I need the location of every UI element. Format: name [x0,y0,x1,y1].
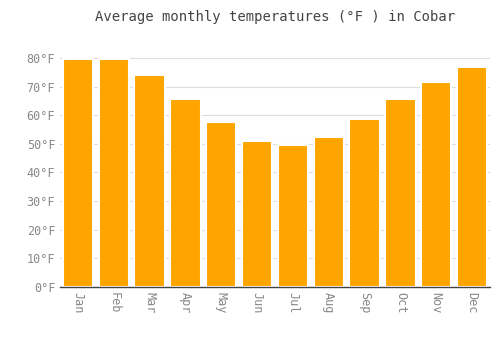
Bar [278,145,308,287]
Bar [242,141,272,287]
Bar [350,119,380,287]
Bar [170,99,200,287]
Title: Average monthly temperatures (°F ) in Cobar: Average monthly temperatures (°F ) in Co… [95,10,455,24]
Bar [134,75,165,287]
Bar [98,60,129,287]
Bar [421,82,452,287]
Bar [206,122,236,287]
Bar [385,99,416,287]
Bar [314,136,344,287]
Bar [62,60,93,287]
Bar [457,66,488,287]
